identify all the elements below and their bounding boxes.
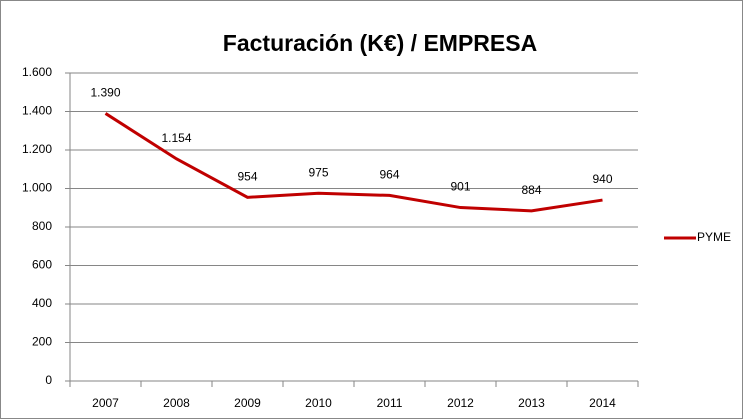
- x-tick-label: 2010: [305, 396, 332, 410]
- y-tick-label: 1.200: [22, 142, 52, 156]
- line-series: [104, 112, 603, 213]
- x-tick-label: 2011: [377, 396, 403, 410]
- y-tick-label: 0: [45, 373, 52, 387]
- y-tick-label: 1.400: [22, 104, 52, 118]
- data-label: 940: [592, 172, 612, 186]
- x-tick-label: 2009: [234, 396, 261, 410]
- x-tick-label: 2007: [92, 396, 119, 410]
- legend-label: PYME: [697, 230, 731, 244]
- y-tick-label: 400: [32, 296, 52, 310]
- x-tick-label: 2014: [589, 396, 616, 410]
- data-label: 954: [237, 170, 257, 184]
- data-label: 975: [308, 165, 328, 179]
- data-label: 964: [379, 168, 399, 182]
- data-label: 1.154: [161, 131, 191, 145]
- y-tick-label: 1.600: [22, 65, 52, 79]
- x-tick-label: 2008: [163, 396, 190, 410]
- chart-title: Facturación (K€) / EMPRESA: [223, 30, 537, 56]
- data-label: 901: [450, 180, 470, 194]
- y-tick-label: 1.000: [22, 181, 52, 195]
- data-label: 884: [521, 183, 541, 197]
- y-tick-label: 800: [32, 219, 52, 233]
- data-label: 1.390: [90, 86, 120, 100]
- x-tick-label: 2012: [447, 396, 474, 410]
- x-tick-label: 2013: [518, 396, 545, 410]
- y-tick-label: 600: [32, 258, 52, 272]
- y-tick-label: 200: [32, 335, 52, 349]
